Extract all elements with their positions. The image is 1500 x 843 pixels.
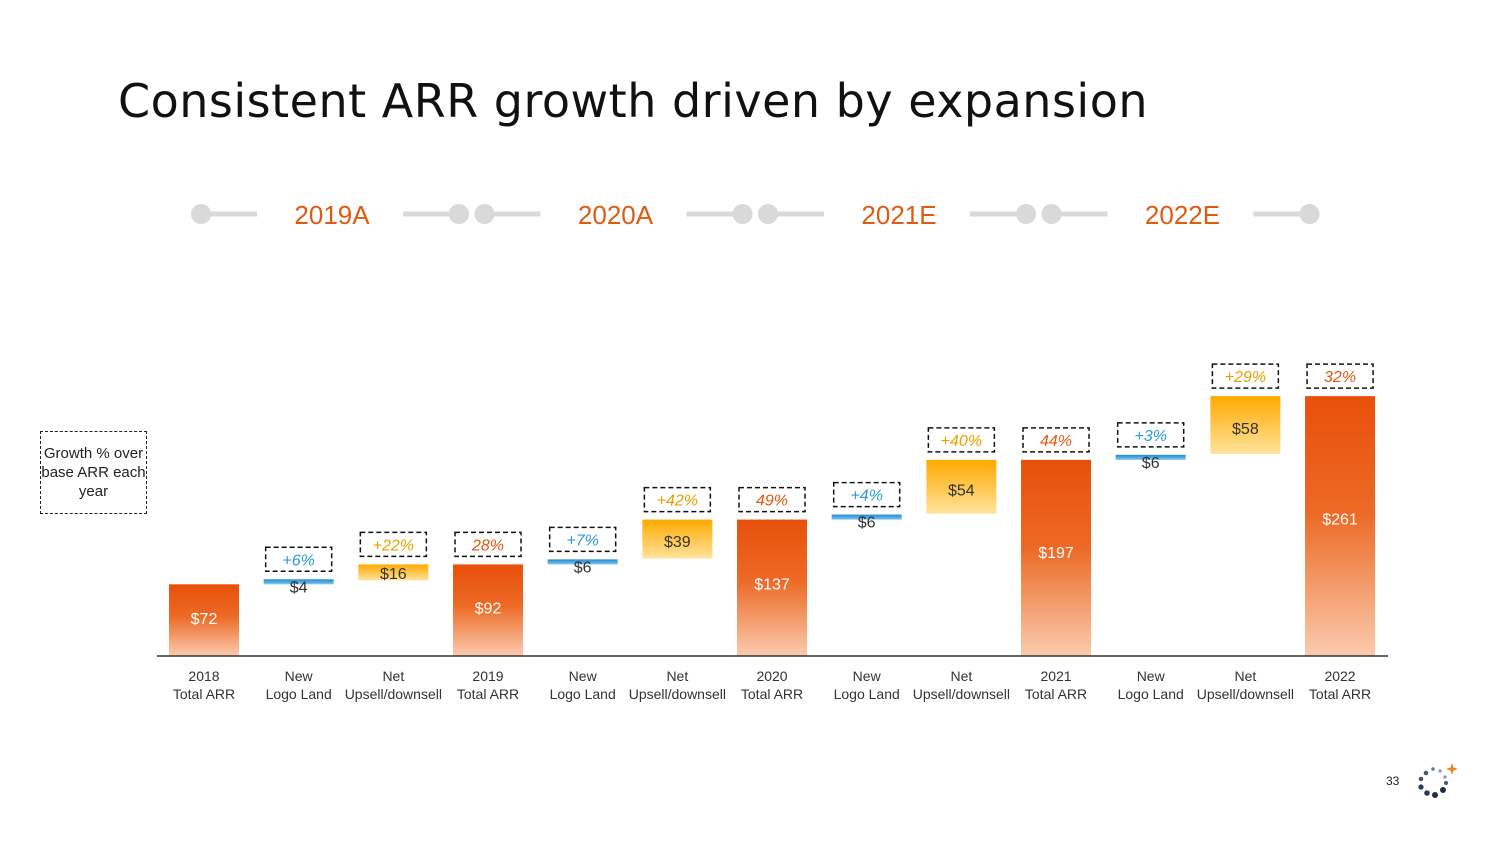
x-tick-label: 2022 bbox=[1324, 668, 1355, 684]
bar-value-label: $92 bbox=[475, 600, 502, 617]
x-tick-label: Logo Land bbox=[266, 686, 332, 702]
x-tick-label: Upsell/downsell bbox=[1197, 686, 1294, 702]
period-label: 2019A bbox=[294, 200, 370, 230]
chart-labels: $72 2018 Total ARR $4 +6% New Logo Land $16 +22%… bbox=[173, 363, 1374, 702]
period-label: 2021E bbox=[861, 200, 936, 230]
growth-box bbox=[359, 531, 428, 558]
bar-value-label: $6 bbox=[1142, 455, 1160, 472]
growth-box bbox=[1022, 427, 1090, 453]
growth-box bbox=[1116, 422, 1185, 448]
x-tick-label: Logo Land bbox=[834, 686, 900, 702]
growth-label: +22% bbox=[373, 537, 414, 554]
x-tick-label: Total ARR bbox=[1025, 686, 1087, 702]
x-tick-label: Total ARR bbox=[457, 686, 519, 702]
bar-total bbox=[1021, 459, 1092, 656]
bar-total bbox=[453, 564, 524, 656]
x-tick-label: Net bbox=[1234, 668, 1256, 684]
period-timeline: 2019A 2020A 2021E 2022E bbox=[191, 200, 1320, 230]
bar-value-label: $58 bbox=[1232, 421, 1259, 438]
growth-box bbox=[454, 531, 522, 558]
x-tick-label: 2018 bbox=[188, 668, 219, 684]
bar-new bbox=[547, 559, 618, 565]
bar-value-label: $6 bbox=[574, 559, 592, 576]
x-tick-label: New bbox=[569, 668, 598, 684]
bar-value-label: $6 bbox=[858, 515, 876, 532]
growth-label: 32% bbox=[1324, 369, 1356, 386]
bar-total bbox=[737, 519, 808, 656]
x-tick-label: New bbox=[853, 668, 882, 684]
x-tick-label: 2019 bbox=[472, 668, 503, 684]
growth-box bbox=[1306, 363, 1374, 389]
growth-label: +29% bbox=[1225, 369, 1266, 386]
bar-value-label: $72 bbox=[191, 611, 218, 628]
bar-upsell bbox=[358, 564, 429, 581]
growth-label: 49% bbox=[756, 493, 788, 510]
bar-total bbox=[169, 584, 239, 656]
bar-value-label: $4 bbox=[290, 579, 308, 596]
x-tick-label: 2021 bbox=[1040, 668, 1071, 684]
x-tick-label: Total ARR bbox=[173, 686, 235, 702]
x-tick-label: Upsell/downsell bbox=[913, 686, 1010, 702]
x-tick-label: Total ARR bbox=[741, 686, 803, 702]
page-title: Consistent ARR growth driven by expansio… bbox=[118, 74, 1149, 128]
growth-label: +3% bbox=[1134, 428, 1166, 445]
bar-upsell bbox=[1210, 396, 1281, 454]
growth-box bbox=[738, 486, 806, 513]
bar-upsell bbox=[642, 519, 713, 559]
x-tick-label: New bbox=[285, 668, 314, 684]
x-tick-label: New bbox=[1137, 668, 1166, 684]
bar-value-label: $16 bbox=[380, 566, 407, 583]
x-tick-label: Net bbox=[382, 668, 404, 684]
bar-value-label: $261 bbox=[1322, 511, 1358, 528]
growth-label: +42% bbox=[657, 493, 698, 510]
bar-value-label: $197 bbox=[1038, 545, 1074, 562]
bar-upsell bbox=[926, 459, 997, 514]
page-number: 33 bbox=[1386, 774, 1400, 788]
bar-value-label: $39 bbox=[664, 534, 691, 551]
x-tick-label: Net bbox=[666, 668, 688, 684]
growth-label: +4% bbox=[850, 488, 882, 505]
growth-label: +6% bbox=[282, 552, 314, 569]
x-tick-label: Total ARR bbox=[1309, 686, 1371, 702]
x-tick-label: Logo Land bbox=[1118, 686, 1184, 702]
x-tick-label: Net bbox=[950, 668, 972, 684]
growth-label: 44% bbox=[1040, 433, 1072, 450]
growth-label: +7% bbox=[566, 532, 598, 549]
company-logo-icon bbox=[1418, 763, 1458, 798]
growth-box bbox=[548, 526, 617, 553]
growth-box bbox=[927, 427, 996, 453]
chart-bars bbox=[169, 396, 1376, 656]
bar-value-label: $54 bbox=[948, 482, 975, 499]
growth-label: 28% bbox=[471, 537, 504, 554]
period-label: 2022E bbox=[1145, 200, 1220, 230]
growth-box bbox=[643, 486, 712, 513]
growth-box bbox=[1211, 363, 1280, 389]
bar-total bbox=[1305, 396, 1376, 656]
x-tick-label: Upsell/downsell bbox=[345, 686, 442, 702]
bar-value-label: $137 bbox=[754, 577, 790, 594]
x-tick-label: Upsell/downsell bbox=[629, 686, 726, 702]
period-label: 2020A bbox=[578, 200, 654, 230]
growth-box bbox=[832, 481, 901, 508]
bar-new bbox=[263, 579, 334, 585]
growth-box bbox=[264, 546, 333, 573]
x-tick-label: Logo Land bbox=[550, 686, 616, 702]
bar-new bbox=[1115, 454, 1186, 460]
growth-legend-box: Growth % over base ARR each year bbox=[40, 431, 147, 514]
x-tick-label: 2020 bbox=[756, 668, 787, 684]
growth-legend-text: Growth % over base ARR each year bbox=[41, 445, 146, 500]
growth-label: +40% bbox=[941, 433, 982, 450]
bar-new bbox=[831, 514, 902, 520]
